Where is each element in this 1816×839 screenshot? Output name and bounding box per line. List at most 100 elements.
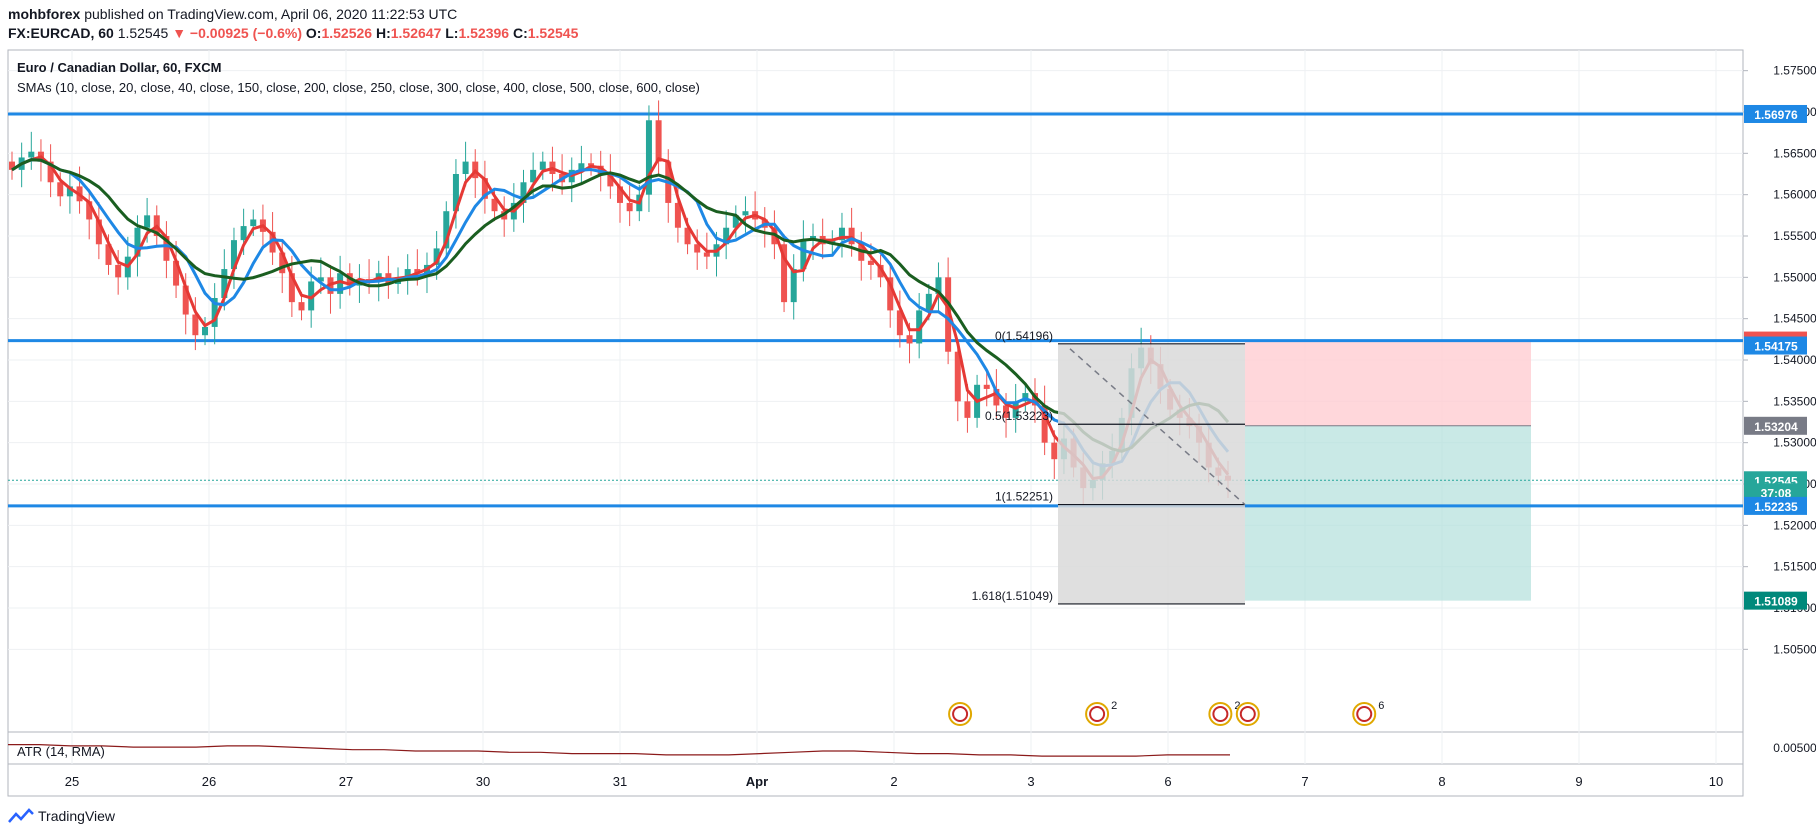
- canada-flag-icon: [1239, 706, 1256, 722]
- support-resistance-lines[interactable]: [8, 112, 1743, 508]
- time-tick-label: 30: [476, 774, 490, 789]
- close-value: 1.52545: [527, 25, 579, 41]
- price-label-box: [1744, 483, 1807, 502]
- sma-lines: [11, 155, 1230, 481]
- price-label-box: [1744, 591, 1807, 610]
- candle-body: [317, 277, 324, 282]
- candle-body: [539, 161, 546, 170]
- candle-body: [626, 202, 633, 212]
- candle-body: [954, 351, 961, 402]
- candle-body: [47, 161, 54, 183]
- candle-body: [732, 215, 739, 228]
- symbol-label: FX:EURCAD, 60: [8, 25, 114, 41]
- candle-body: [617, 186, 623, 203]
- candle-body: [887, 277, 894, 311]
- candle-body: [163, 236, 170, 261]
- candle-body: [588, 163, 595, 166]
- publish-info: published on TradingView.com, April 06, …: [84, 6, 458, 22]
- candle-body: [723, 227, 730, 245]
- candle-body: [674, 202, 681, 228]
- price-axis[interactable]: 1.575001.570001.565001.560001.555001.550…: [1743, 64, 1816, 755]
- fib-area: [1058, 343, 1245, 604]
- canada-flag-icon: [1356, 706, 1373, 722]
- candle-body: [925, 293, 932, 311]
- candle-body: [703, 252, 710, 257]
- price-label: 1.53204: [1754, 420, 1798, 434]
- candle-body: [694, 244, 701, 253]
- candle-body: [993, 388, 1000, 406]
- fibonacci-extension[interactable]: 0(1.54196) 0.5(1.53223) 1(1.52251) 1.618(1.…: [972, 329, 1246, 605]
- high-label: H:: [375, 25, 391, 41]
- candle-body: [192, 314, 199, 336]
- candle-body: [607, 174, 614, 187]
- low-value: 1.52396: [458, 25, 510, 41]
- candle-body: [414, 269, 421, 274]
- candle-body: [173, 260, 180, 286]
- candle-body: [790, 269, 797, 303]
- candle-body: [269, 231, 276, 253]
- plot-frame: [7, 49, 1744, 797]
- sma-40-line: [11, 158, 1230, 453]
- candle-body: [115, 264, 122, 278]
- time-tick-label: 31: [613, 774, 627, 789]
- candle-body: [867, 260, 874, 265]
- candle-body: [95, 219, 102, 245]
- price-tick-label: 1.56000: [1773, 188, 1816, 202]
- candle-body: [144, 215, 151, 228]
- price-tick-label: 1.52000: [1773, 518, 1816, 532]
- candle-body: [134, 227, 141, 257]
- candle-body: [906, 335, 913, 344]
- candle-body: [288, 273, 295, 303]
- candle-body: [279, 252, 286, 274]
- atr-tick-label: 0.00500: [1773, 741, 1816, 755]
- canada-flag-icon: [952, 706, 969, 722]
- candle-body: [28, 151, 35, 158]
- price-change: ▼ −0.00925 (−0.6%): [172, 25, 303, 41]
- sma-legend: SMAs (10, close, 20, close, 40, close, 1…: [17, 80, 700, 95]
- last-price: 1.52545: [117, 25, 169, 41]
- candle-body: [645, 120, 652, 195]
- candle-body: [935, 277, 942, 294]
- candle-body: [86, 201, 93, 220]
- sma-10-line: [11, 155, 1230, 481]
- candle-body: [202, 326, 209, 336]
- candle-body: [896, 310, 903, 336]
- sma-20-line: [11, 158, 1230, 468]
- price-label: 1.56976: [1754, 108, 1798, 122]
- publish-line: mohbforex published on TradingView.com, …: [8, 5, 457, 23]
- high-value: 1.52647: [390, 25, 442, 41]
- candle-body: [781, 244, 788, 303]
- candle-body: [858, 244, 865, 261]
- close-label: C:: [512, 25, 528, 41]
- price-tick-label: 1.54000: [1773, 353, 1816, 367]
- author-name[interactable]: mohbforex: [8, 6, 81, 22]
- price-tick-label: 1.50500: [1773, 642, 1816, 656]
- candle-body: [655, 120, 662, 162]
- time-tick-label: 27: [339, 774, 353, 789]
- time-tick-label: 9: [1575, 774, 1582, 789]
- price-label: 1.51089: [1754, 595, 1798, 609]
- candle-body: [230, 240, 237, 270]
- position-zones: [1245, 340, 1531, 601]
- price-label-box: [1744, 104, 1807, 123]
- candle-body: [1051, 442, 1058, 460]
- event-markers[interactable]: 2 2 6: [948, 700, 1384, 726]
- candle-body: [462, 161, 469, 174]
- time-axis[interactable]: 25 26 27 30 31 Apr 2 3 6 7 8 9 10: [65, 774, 1723, 789]
- price-tick-label: 1.54500: [1773, 312, 1816, 326]
- low-label: L:: [445, 25, 459, 41]
- tradingview-logo-icon: [8, 808, 34, 823]
- candle-body: [337, 273, 344, 294]
- quote-line: FX:EURCAD, 60 1.52545 ▼ −0.00925 (−0.6%)…: [8, 24, 578, 42]
- time-tick-label: 26: [202, 774, 216, 789]
- footer-brand[interactable]: TradingView: [8, 808, 115, 824]
- price-label-box: [1744, 496, 1807, 515]
- candle-body: [57, 182, 64, 197]
- canada-flag-icon: [1089, 706, 1106, 722]
- atr-legend: ATR (14, RMA): [17, 744, 105, 759]
- candle-body: [877, 264, 884, 278]
- candle-body: [578, 163, 585, 170]
- event-count: 6: [1378, 700, 1384, 712]
- time-tick-label: 6: [1164, 774, 1171, 789]
